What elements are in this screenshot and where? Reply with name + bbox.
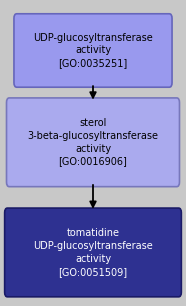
- FancyBboxPatch shape: [7, 98, 179, 187]
- FancyBboxPatch shape: [14, 14, 172, 87]
- Text: sterol
3-beta-glucosyltransferase
activity
[GO:0016906]: sterol 3-beta-glucosyltransferase activi…: [28, 118, 158, 166]
- Text: UDP-glucosyltransferase
activity
[GO:0035251]: UDP-glucosyltransferase activity [GO:003…: [33, 33, 153, 68]
- Text: tomatidine
UDP-glucosyltransferase
activity
[GO:0051509]: tomatidine UDP-glucosyltransferase activ…: [33, 228, 153, 277]
- FancyBboxPatch shape: [5, 208, 181, 297]
